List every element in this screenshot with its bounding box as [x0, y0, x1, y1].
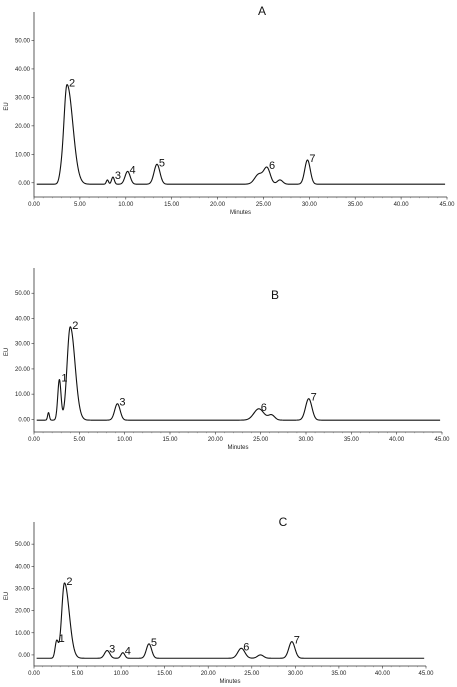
x-tick-label: 20.00	[210, 202, 226, 208]
x-tick-label: 15.00	[157, 671, 173, 677]
series-line	[36, 326, 441, 421]
x-tick-label: 30.00	[288, 671, 304, 677]
x-tick-label: 15.00	[164, 202, 180, 208]
x-tick-label: 10.00	[114, 671, 130, 677]
y-tick-label: 40.00	[15, 564, 31, 570]
x-tick-label: 45.00	[418, 671, 434, 677]
x-tick-label: 25.00	[256, 202, 272, 208]
x-tick-label: 5.00	[74, 202, 86, 208]
peak-label: 2	[72, 320, 78, 332]
y-tick-label: 20.00	[15, 367, 31, 373]
x-tick-label: 40.00	[389, 437, 405, 443]
peak-label: 7	[294, 635, 300, 647]
peak-label: 7	[309, 153, 315, 165]
y-tick-label: 50.00	[15, 38, 31, 44]
peak-label: 1	[61, 373, 67, 385]
peak-label: 6	[269, 160, 275, 172]
series-line	[36, 582, 425, 659]
chart-panel-b: 0.00 5.00 10.00 15.00 20.00 25.00 30.00 35.00 40…	[4, 268, 450, 451]
chart-panel-a: 0.00 5.00 10.00 15.00 20.00 25.00 30.00 35.00 40…	[4, 4, 455, 216]
y-tick-label: 40.00	[15, 67, 31, 73]
peak-label: 3	[119, 397, 125, 409]
peak-label: 4	[130, 164, 136, 176]
peak-label: 6	[243, 641, 249, 653]
y-axis-label: EU	[4, 102, 10, 110]
y-axis-label: EU	[4, 348, 10, 356]
x-tick-label: 25.00	[253, 437, 269, 443]
x-tick-label: 20.00	[201, 671, 217, 677]
y-tick-label: 30.00	[15, 342, 31, 348]
x-tick-label: 5.00	[72, 671, 84, 677]
peak-label: 3	[109, 643, 115, 655]
peak-label: 2	[69, 78, 75, 90]
x-axis-label: Minutes	[227, 445, 248, 451]
x-tick-label: 10.00	[117, 437, 133, 443]
y-tick-label: 50.00	[15, 542, 31, 548]
x-tick-label: 35.00	[348, 202, 364, 208]
peak-label: 5	[151, 637, 157, 649]
y-axis-label: EU	[4, 592, 10, 600]
x-tick-label: 35.00	[344, 437, 360, 443]
y-tick-label: 10.00	[15, 152, 31, 158]
peak-label: 5	[159, 157, 165, 169]
y-tick-label: 20.00	[15, 609, 31, 615]
x-tick-label: 45.00	[439, 202, 455, 208]
x-tick-label: 20.00	[208, 437, 224, 443]
peak-label: 1	[59, 633, 65, 645]
x-tick-label: 0.00	[28, 671, 40, 677]
peak-label: 2	[66, 576, 72, 588]
x-tick-label: 35.00	[331, 671, 347, 677]
y-tick-label: 30.00	[15, 95, 31, 101]
chart-panel-c: 0.00 5.00 10.00 15.00 20.00 25.00 30.00 35.00 40…	[4, 515, 434, 685]
peak-label: 6	[261, 402, 267, 414]
series-line	[36, 84, 446, 185]
peak-label: 7	[311, 392, 317, 404]
y-tick-label: 0.00	[18, 417, 30, 423]
y-tick-label: 10.00	[15, 631, 31, 637]
x-tick-label: 45.00	[434, 437, 450, 443]
y-tick-label: 10.00	[15, 392, 31, 398]
x-tick-label: 40.00	[375, 671, 391, 677]
y-tick-label: 20.00	[15, 124, 31, 130]
y-tick-label: 50.00	[15, 291, 31, 297]
y-tick-label: 0.00	[18, 653, 30, 659]
panel-title: B	[271, 288, 279, 302]
panel-title: A	[258, 4, 266, 18]
x-axis-label: Minutes	[219, 679, 240, 685]
x-tick-label: 15.00	[162, 437, 178, 443]
peak-label: 3	[115, 170, 121, 182]
x-tick-label: 0.00	[28, 202, 40, 208]
x-tick-label: 25.00	[244, 671, 260, 677]
peak-label: 4	[125, 646, 131, 658]
x-tick-label: 5.00	[73, 437, 85, 443]
y-tick-label: 30.00	[15, 586, 31, 592]
x-tick-label: 30.00	[298, 437, 314, 443]
x-tick-label: 0.00	[28, 437, 40, 443]
panel-title: C	[279, 515, 288, 529]
y-tick-label: 0.00	[18, 181, 30, 187]
x-tick-label: 40.00	[394, 202, 410, 208]
x-tick-label: 10.00	[118, 202, 134, 208]
x-tick-label: 30.00	[302, 202, 318, 208]
x-axis-label: Minutes	[230, 210, 251, 216]
y-tick-label: 40.00	[15, 316, 31, 322]
